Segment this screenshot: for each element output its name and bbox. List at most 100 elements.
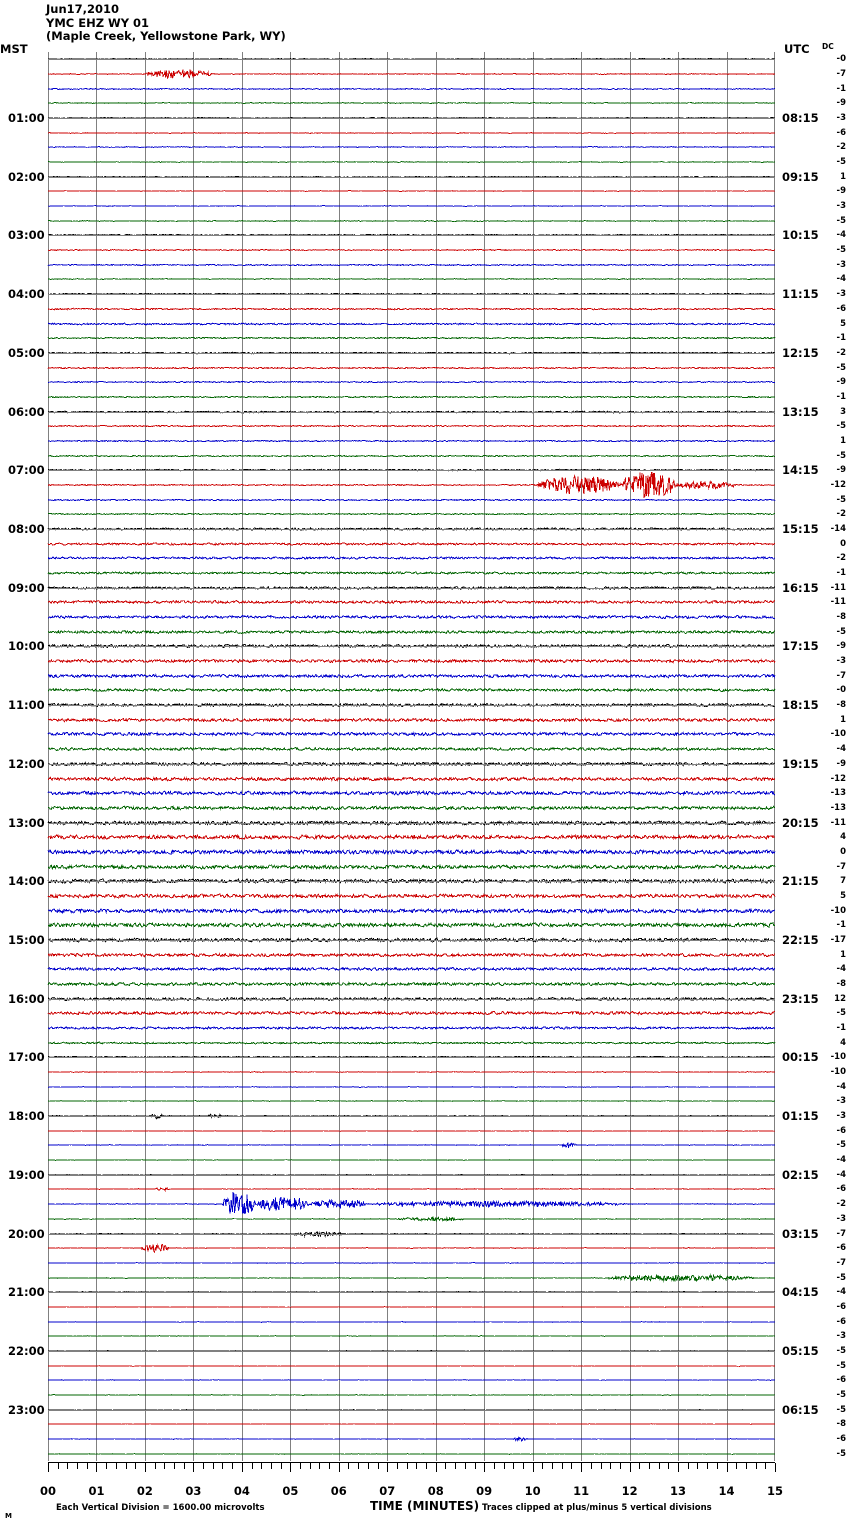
seismic-trace[interactable] [47,355,776,381]
seismic-trace[interactable] [47,1118,776,1144]
seismic-trace[interactable] [47,471,776,498]
seismic-trace[interactable] [47,369,776,395]
seismic-trace[interactable] [47,707,776,733]
seismic-trace[interactable] [47,854,776,880]
seismic-trace[interactable] [47,883,776,909]
seismic-trace[interactable] [47,1294,776,1320]
seismic-trace[interactable] [47,971,776,997]
seismic-trace[interactable] [47,824,776,850]
seismic-trace[interactable] [47,604,776,630]
x-minor-tick [648,1463,650,1469]
x-minor-tick [67,1463,69,1469]
dc-offset-value: -6 [836,1433,846,1444]
seismic-trace[interactable] [47,1059,776,1085]
seismic-trace[interactable] [47,795,776,821]
seismic-trace[interactable] [47,648,776,674]
seismic-trace[interactable] [47,677,776,703]
seismic-trace[interactable] [47,1250,776,1276]
seismic-trace[interactable] [47,839,776,865]
x-major-tick [435,1463,437,1472]
seismic-trace[interactable] [47,487,776,513]
mst-time-label: 17:00 [8,1050,45,1065]
seismic-trace[interactable] [47,1176,776,1202]
mst-time-label: 09:00 [8,580,45,595]
seismic-trace[interactable] [47,1353,776,1379]
dc-axis-title: DC [822,42,834,51]
seismic-trace[interactable] [47,296,776,322]
seismic-trace[interactable] [47,1397,776,1423]
seismic-trace[interactable] [47,1309,776,1335]
seismic-trace[interactable] [47,912,776,938]
seismic-trace[interactable] [47,956,776,982]
seismic-trace[interactable] [47,1426,776,1452]
seismogram-plot-area[interactable] [47,52,776,1461]
seismic-trace[interactable] [47,1088,776,1114]
x-major-tick [678,1463,680,1472]
seismic-trace[interactable] [47,164,776,190]
dc-offset-value: -3 [836,1096,846,1107]
hour-gridline [48,470,775,471]
seismic-trace[interactable] [47,237,776,263]
seismic-trace[interactable] [47,898,776,924]
seismic-trace[interactable] [47,1132,776,1158]
seismic-trace[interactable] [47,428,776,454]
seismic-trace[interactable] [47,780,776,806]
seismic-trace[interactable] [47,1221,776,1247]
seismic-trace[interactable] [47,501,776,527]
seismic-trace[interactable] [47,1147,776,1173]
seismic-trace[interactable] [47,61,776,87]
x-minor-tick [77,1463,79,1469]
mst-time-label: 23:00 [8,1402,45,1417]
seismic-trace[interactable] [47,134,776,160]
seismic-trace[interactable] [47,736,776,762]
seismic-trace[interactable] [47,1015,776,1041]
seismic-trace[interactable] [47,1074,776,1100]
seismic-trace[interactable] [47,413,776,439]
seismic-trace[interactable] [47,810,776,836]
seismic-trace[interactable] [47,663,776,689]
seismic-trace[interactable] [47,575,776,601]
seismic-trace[interactable] [47,1367,776,1393]
seismic-trace[interactable] [47,311,776,337]
seismic-trace[interactable] [47,384,776,410]
seismic-trace[interactable] [47,90,776,116]
seismic-trace[interactable] [47,766,776,792]
seismic-trace[interactable] [47,1235,776,1261]
seismic-trace[interactable] [47,149,776,175]
seismic-trace[interactable] [47,1191,776,1217]
dc-offset-value: -4 [836,230,846,241]
dc-offset-value: -4 [836,1081,846,1092]
seismic-trace[interactable] [47,560,776,586]
seismic-trace[interactable] [47,589,776,615]
seismic-trace[interactable] [47,1441,776,1467]
seismic-trace[interactable] [47,266,776,292]
seismic-trace[interactable] [47,942,776,968]
seismic-trace[interactable] [47,193,776,219]
seismic-trace[interactable] [47,443,776,469]
x-minor-tick [716,1463,718,1469]
seismic-trace[interactable] [47,1030,776,1056]
dc-offset-value: -5 [836,1448,846,1459]
seismic-trace[interactable] [47,619,776,645]
seismic-trace[interactable] [47,252,776,278]
x-minor-tick [125,1463,127,1469]
seismic-trace[interactable] [47,545,776,571]
seismic-trace[interactable] [47,76,776,102]
seismic-trace[interactable] [47,325,776,351]
seismic-trace[interactable] [47,1382,776,1408]
seismic-trace[interactable] [47,208,776,234]
seismic-trace[interactable] [47,120,776,146]
seismic-trace[interactable] [47,1000,776,1026]
x-minor-tick [86,1463,88,1469]
seismic-trace[interactable] [47,531,776,557]
dc-offset-value: -6 [836,127,846,138]
seismic-trace[interactable] [47,1265,776,1291]
seismic-trace[interactable] [47,721,776,747]
footer-clip-note: Traces clipped at plus/minus 5 vertical … [482,1503,712,1513]
dc-offset-value: -13 [830,788,846,799]
seismic-trace[interactable] [48,1411,775,1437]
seismic-trace[interactable] [47,1323,776,1349]
seismic-trace[interactable] [47,399,776,425]
seismic-trace[interactable] [47,1206,776,1232]
seismic-trace[interactable] [47,178,776,204]
